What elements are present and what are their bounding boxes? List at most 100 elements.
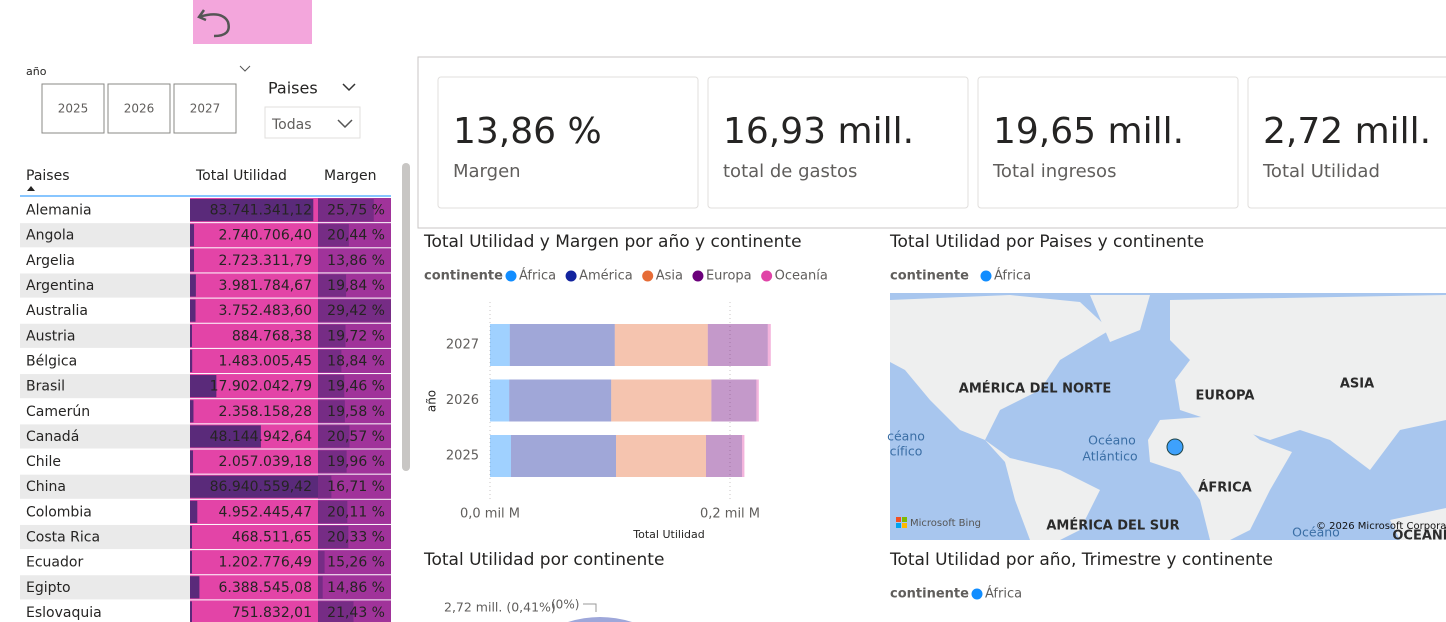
data-bar bbox=[190, 500, 198, 523]
data-bar bbox=[190, 324, 192, 347]
row-background bbox=[20, 399, 190, 424]
data-bar bbox=[190, 576, 200, 599]
cell-value: 3.981.784,67 bbox=[218, 278, 312, 294]
bar-segment[interactable] bbox=[756, 379, 759, 422]
row-background bbox=[20, 550, 190, 575]
legend-title: continente bbox=[890, 587, 969, 602]
card bbox=[977, 76, 1239, 209]
slicer-button[interactable] bbox=[107, 83, 171, 134]
back-button[interactable] bbox=[193, 0, 312, 44]
cell-background bbox=[190, 575, 318, 600]
slicer-label: Paises bbox=[268, 79, 318, 98]
slicer-option: 2027 bbox=[190, 102, 221, 116]
row-background bbox=[20, 223, 190, 248]
slicer-option: 2025 bbox=[58, 102, 89, 116]
cell-background bbox=[190, 348, 318, 374]
map-label: cífico bbox=[890, 444, 923, 459]
cell-background bbox=[318, 575, 391, 600]
card-value: 2,72 mill. bbox=[1263, 111, 1431, 152]
cell-text: Argelia bbox=[26, 253, 75, 269]
data-bar bbox=[318, 450, 347, 473]
cell-background bbox=[190, 223, 318, 248]
cell-value: 15,26 % bbox=[327, 555, 385, 571]
bar-segment[interactable] bbox=[509, 324, 615, 366]
map-label: ASIA bbox=[1340, 377, 1374, 392]
bar-segment[interactable] bbox=[490, 324, 510, 366]
map-label: ÁFRICA bbox=[1198, 480, 1251, 496]
cell-text: Angola bbox=[26, 228, 74, 244]
continent-shape bbox=[985, 440, 1100, 540]
cell-value: 6.388.545,08 bbox=[218, 580, 312, 596]
legend-marker bbox=[971, 588, 983, 600]
bar-segment[interactable] bbox=[511, 435, 616, 477]
row-background bbox=[20, 424, 190, 449]
bar-segment[interactable] bbox=[711, 379, 757, 422]
data-bar bbox=[190, 450, 194, 473]
data-bar bbox=[190, 249, 195, 272]
dropdown-chevron bbox=[337, 119, 353, 129]
slicer-button[interactable] bbox=[173, 83, 237, 134]
bar-segment[interactable] bbox=[767, 324, 771, 366]
data-bar bbox=[190, 224, 195, 247]
row-background bbox=[20, 474, 190, 499]
row-background bbox=[20, 600, 190, 622]
data-bar bbox=[318, 400, 345, 423]
column-header: Total Utilidad bbox=[195, 168, 287, 184]
dropdown-value: Todas bbox=[271, 117, 312, 133]
cell-value: 20,57 % bbox=[327, 429, 385, 445]
bar-segment[interactable] bbox=[706, 435, 742, 477]
legend-label: África bbox=[994, 268, 1031, 284]
card-label: total de gastos bbox=[723, 161, 857, 182]
bar-segment[interactable] bbox=[490, 435, 511, 477]
cell-value: 17.902.042,79 bbox=[210, 379, 312, 395]
slicer-button[interactable] bbox=[41, 83, 105, 134]
cell-value: 884.768,38 bbox=[232, 328, 312, 344]
cell-value: 3.752.483,60 bbox=[218, 303, 312, 319]
cell-value: 29,42 % bbox=[327, 303, 385, 319]
scrollbar[interactable] bbox=[402, 163, 410, 471]
cell-value: 751.832,01 bbox=[232, 605, 312, 621]
legend-label: América bbox=[579, 269, 633, 284]
cell-value: 25,75 % bbox=[327, 203, 385, 219]
cell-value: 86.940.559,42 bbox=[210, 479, 312, 495]
legend-label: Oceanía bbox=[775, 269, 828, 284]
bar-segment[interactable] bbox=[616, 435, 706, 477]
data-bar bbox=[318, 475, 332, 498]
data-bar bbox=[318, 274, 347, 297]
bar-segment[interactable] bbox=[490, 379, 510, 422]
card-label: Total Utilidad bbox=[1262, 161, 1380, 182]
cell-value: 16,71 % bbox=[327, 479, 385, 495]
column-header: Margen bbox=[324, 168, 377, 184]
column-header: Paises bbox=[26, 168, 69, 184]
cell-text: Eslovaquia bbox=[26, 605, 102, 621]
row-background bbox=[20, 198, 190, 223]
pie-label: (0%) bbox=[551, 598, 579, 612]
slicer-option: 2026 bbox=[124, 102, 155, 116]
cell-text: Colombia bbox=[26, 504, 92, 520]
cell-text: Chile bbox=[26, 454, 61, 470]
bar-segment[interactable] bbox=[707, 324, 768, 366]
map-label: céano bbox=[887, 429, 925, 444]
cell-background bbox=[190, 524, 318, 550]
cell-background bbox=[190, 273, 318, 298]
bar-segment[interactable] bbox=[614, 324, 708, 366]
cell-text: Brasil bbox=[26, 379, 65, 395]
dropdown[interactable] bbox=[264, 106, 361, 139]
data-bar bbox=[318, 224, 349, 247]
cell-value: 4.952.445,47 bbox=[218, 504, 312, 520]
cell-value: 20,33 % bbox=[327, 530, 385, 546]
y-tick-label: 2025 bbox=[446, 449, 479, 464]
cell-value: 21,43 % bbox=[327, 605, 385, 621]
data-bar bbox=[318, 576, 323, 599]
cell-text: Ecuador bbox=[26, 555, 83, 571]
bar-segment[interactable] bbox=[509, 379, 612, 422]
map-bubble[interactable] bbox=[1166, 438, 1184, 456]
card bbox=[437, 76, 699, 209]
x-tick-label: 0,0 mil M bbox=[460, 507, 520, 522]
map-label: AMÉRICA DEL NORTE bbox=[959, 381, 1111, 397]
chart-title: Total Utilidad por continente bbox=[423, 550, 664, 570]
bar-segment[interactable] bbox=[611, 379, 712, 422]
map-label: Océano bbox=[1088, 433, 1136, 448]
card-label: Margen bbox=[453, 161, 521, 182]
bar-segment[interactable] bbox=[742, 435, 745, 477]
